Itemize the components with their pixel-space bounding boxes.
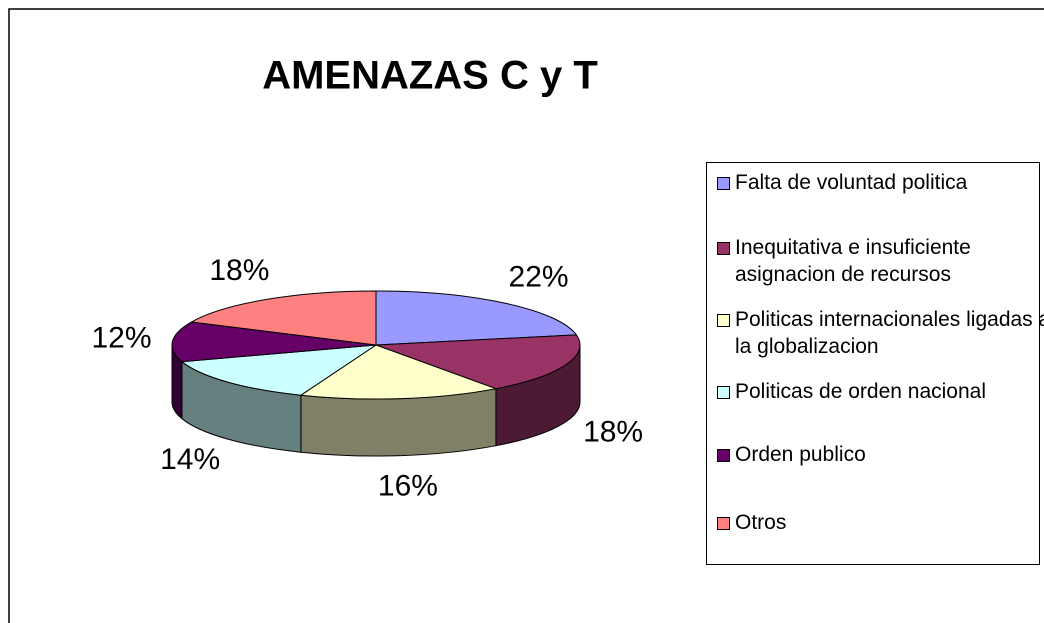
- legend-item: Politicas internacionales ligadas a la g…: [717, 306, 1044, 360]
- data-label: 16%: [378, 470, 438, 503]
- legend-label: Orden publico: [735, 443, 866, 466]
- legend-label: Otros: [735, 511, 787, 534]
- data-label: 22%: [509, 260, 569, 293]
- data-label: 18%: [209, 254, 269, 287]
- data-labels: 22% 18% 16% 14% 12% 18%: [91, 254, 643, 503]
- data-label: 12%: [91, 321, 151, 354]
- legend-swatch: [717, 386, 730, 399]
- pie-slice: [171, 321, 377, 363]
- legend-item: Orden publico: [717, 441, 1044, 468]
- legend-item: Falta de voluntad politica: [717, 169, 1044, 196]
- data-label: 18%: [583, 416, 643, 449]
- legend-item: Politicas de orden nacional: [717, 378, 1044, 405]
- legend-item: Otros: [717, 509, 1044, 536]
- chart-frame: [8, 8, 1044, 623]
- legend-label: Falta de voluntad politica: [735, 171, 968, 194]
- legend-label: Politicas internacionales ligadas a la g…: [735, 308, 1044, 358]
- legend-swatch: [717, 517, 730, 530]
- pie-slice: [189, 290, 377, 346]
- legend-swatch: [717, 242, 730, 255]
- legend-item: Inequitativa e insuficiente asignacion d…: [717, 234, 1044, 288]
- legend-label: Inequitativa e insuficiente asignacion d…: [735, 236, 971, 286]
- legend: Falta de voluntad politica Inequitativa e…: [706, 162, 1044, 565]
- pie-slice: [375, 290, 578, 346]
- legend-swatch: [717, 314, 730, 327]
- legend-swatch: [717, 449, 730, 462]
- pie-slice: [299, 344, 498, 400]
- pie-slice: [375, 334, 581, 390]
- chart-title: AMENAZAS C y T: [262, 54, 598, 98]
- pie-tops: [171, 290, 581, 400]
- legend-label: Politicas de orden nacional: [735, 380, 986, 403]
- data-label: 14%: [160, 443, 220, 476]
- legend-swatch: [717, 177, 730, 190]
